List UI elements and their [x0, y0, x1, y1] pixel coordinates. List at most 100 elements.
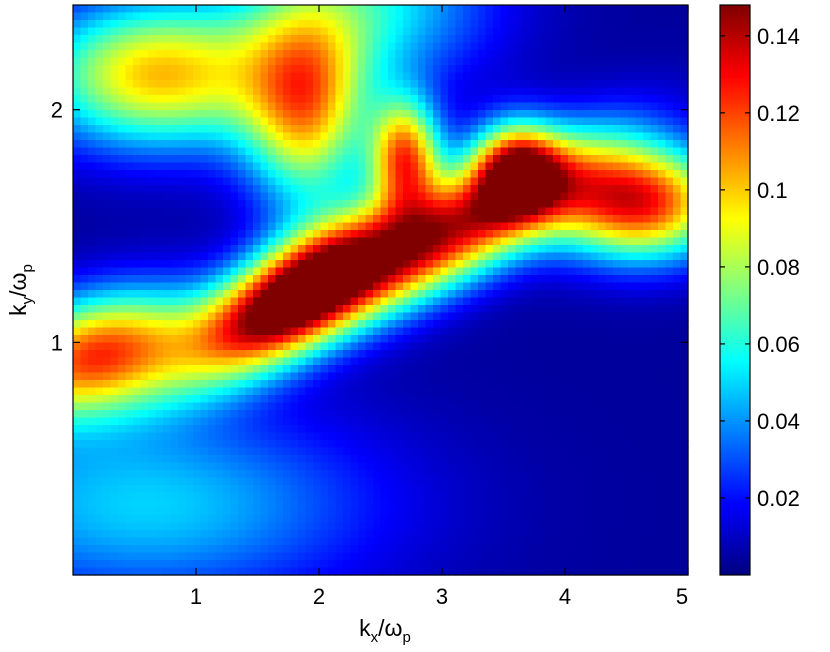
heatmap-cell: [478, 380, 487, 389]
heatmap-cell: [313, 365, 322, 374]
heatmap-cell: [320, 230, 329, 239]
heatmap-cell: [320, 447, 329, 456]
heatmap-cell: [568, 155, 577, 164]
heatmap-cell: [313, 110, 322, 119]
heatmap-cell: [455, 50, 464, 59]
heatmap-cell: [313, 155, 322, 164]
heatmap-cell: [170, 455, 179, 464]
heatmap-cell: [583, 395, 592, 404]
heatmap-cell: [110, 387, 119, 396]
heatmap-cell: [170, 162, 179, 171]
heatmap-cell: [350, 222, 359, 231]
heatmap-cell: [418, 65, 427, 74]
heatmap-cell: [140, 95, 149, 104]
heatmap-cell: [478, 417, 487, 426]
heatmap-cell: [110, 327, 119, 336]
heatmap-cell: [335, 245, 344, 254]
heatmap-cell: [643, 170, 652, 179]
heatmap-cell: [125, 20, 134, 29]
heatmap-cell: [358, 275, 367, 284]
heatmap-cell: [178, 387, 187, 396]
heatmap-cell: [103, 290, 112, 299]
heatmap-cell: [328, 365, 337, 374]
heatmap-cell: [305, 237, 314, 246]
heatmap-cell: [245, 380, 254, 389]
heatmap-cell: [253, 387, 262, 396]
heatmap-cell: [620, 125, 629, 134]
heatmap-cell: [613, 162, 622, 171]
heatmap-cell: [590, 410, 599, 419]
heatmap-cell: [470, 215, 479, 224]
heatmap-cell: [253, 455, 262, 464]
heatmap-cell: [508, 110, 517, 119]
heatmap-cell: [410, 402, 419, 411]
heatmap-cell: [365, 125, 374, 134]
heatmap-cell: [110, 140, 119, 149]
heatmap-cell: [583, 312, 592, 321]
heatmap-cell: [455, 282, 464, 291]
heatmap-cell: [635, 282, 644, 291]
heatmap-cell: [335, 177, 344, 186]
heatmap-cell: [560, 425, 569, 434]
heatmap-cell: [238, 35, 247, 44]
heatmap-cell: [485, 410, 494, 419]
heatmap-cell: [163, 335, 172, 344]
heatmap-cell: [388, 350, 397, 359]
heatmap-cell: [343, 387, 352, 396]
heatmap-cell: [635, 380, 644, 389]
heatmap-cell: [320, 95, 329, 104]
heatmap-cell: [170, 417, 179, 426]
heatmap-cell: [530, 312, 539, 321]
heatmap-cell: [620, 410, 629, 419]
heatmap-cell: [313, 282, 322, 291]
heatmap-cell: [215, 410, 224, 419]
heatmap-cell: [155, 230, 164, 239]
heatmap-cell: [193, 170, 202, 179]
heatmap-cell: [95, 282, 104, 291]
heatmap-cell: [613, 42, 622, 51]
heatmap-cell: [523, 20, 532, 29]
heatmap-cell: [575, 27, 584, 36]
heatmap-cell: [673, 12, 682, 21]
heatmap-cell: [283, 117, 292, 126]
heatmap-cell: [80, 12, 89, 21]
heatmap-cell: [110, 42, 119, 51]
heatmap-cell: [650, 350, 659, 359]
heatmap-cell: [433, 245, 442, 254]
heatmap-cell: [133, 72, 142, 81]
heatmap-cell: [373, 342, 382, 351]
heatmap-cell: [350, 320, 359, 329]
heatmap-cell: [418, 57, 427, 66]
heatmap-cell: [665, 245, 674, 254]
heatmap-cell: [523, 5, 532, 14]
heatmap-cell: [95, 350, 104, 359]
heatmap-cell: [335, 95, 344, 104]
heatmap-cell: [448, 290, 457, 299]
heatmap-cell: [560, 12, 569, 21]
heatmap-cell: [380, 117, 389, 126]
heatmap-cell: [88, 20, 97, 29]
heatmap-cell: [140, 132, 149, 141]
heatmap-cell: [418, 372, 427, 381]
heatmap-cell: [118, 432, 127, 441]
heatmap-cell: [478, 320, 487, 329]
heatmap-cell: [665, 357, 674, 366]
heatmap-cell: [95, 425, 104, 434]
heatmap-cell: [493, 230, 502, 239]
heatmap-cell: [148, 57, 157, 66]
heatmap-cell: [343, 245, 352, 254]
heatmap-cell: [260, 267, 269, 276]
heatmap-cell: [403, 132, 412, 141]
heatmap-cell: [538, 305, 547, 314]
heatmap-cell: [515, 110, 524, 119]
heatmap-cell: [590, 42, 599, 51]
heatmap-cell: [620, 200, 629, 209]
heatmap-cell: [140, 162, 149, 171]
heatmap-cell: [223, 350, 232, 359]
heatmap-cell: [328, 312, 337, 321]
heatmap-cell: [200, 80, 209, 89]
heatmap-cell: [215, 132, 224, 141]
heatmap-cell: [133, 395, 142, 404]
heatmap-cell: [545, 125, 554, 134]
heatmap-cell: [598, 260, 607, 269]
